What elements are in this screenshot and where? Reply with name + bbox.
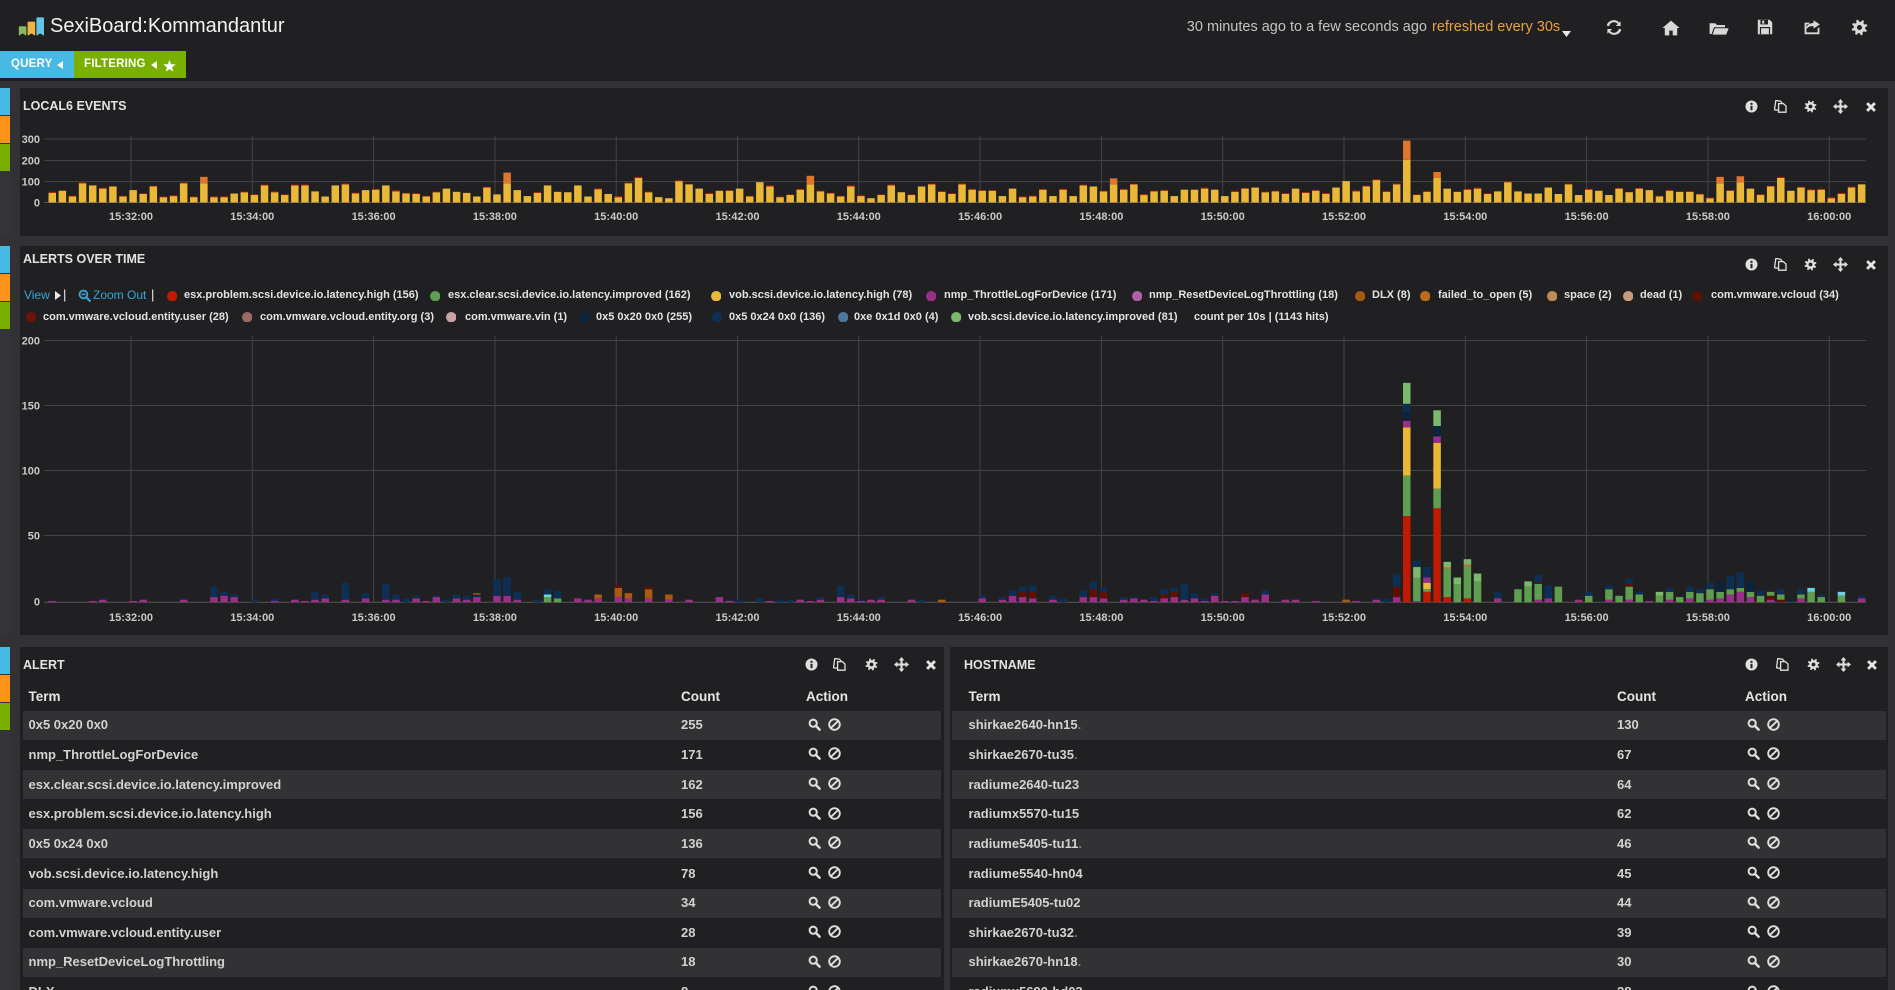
svg-text:15:32:00: 15:32:00 [109, 612, 153, 624]
svg-text:15:44:00: 15:44:00 [837, 211, 881, 223]
svg-text:15:34:00: 15:34:00 [230, 211, 274, 223]
svg-text:15:46:00: 15:46:00 [958, 211, 1002, 223]
svg-text:15:58:00: 15:58:00 [1686, 612, 1730, 624]
svg-text:15:54:00: 15:54:00 [1443, 211, 1487, 223]
svg-text:100: 100 [22, 466, 40, 478]
svg-text:15:56:00: 15:56:00 [1565, 211, 1609, 223]
svg-text:100: 100 [22, 177, 40, 189]
svg-text:300: 300 [22, 134, 40, 146]
svg-text:16:00:00: 16:00:00 [1807, 211, 1851, 223]
svg-text:15:44:00: 15:44:00 [837, 612, 881, 624]
svg-text:15:40:00: 15:40:00 [594, 612, 638, 624]
svg-text:15:38:00: 15:38:00 [473, 211, 517, 223]
svg-text:15:42:00: 15:42:00 [715, 612, 759, 624]
svg-text:16:00:00: 16:00:00 [1807, 612, 1851, 624]
svg-text:15:52:00: 15:52:00 [1322, 211, 1366, 223]
svg-text:200: 200 [22, 156, 40, 168]
svg-text:15:40:00: 15:40:00 [594, 211, 638, 223]
svg-text:15:34:00: 15:34:00 [230, 612, 274, 624]
svg-text:15:32:00: 15:32:00 [109, 211, 153, 223]
svg-text:50: 50 [28, 531, 40, 543]
svg-text:150: 150 [22, 401, 40, 413]
svg-text:15:58:00: 15:58:00 [1686, 211, 1730, 223]
svg-text:0: 0 [34, 198, 40, 210]
svg-text:0: 0 [34, 597, 40, 609]
svg-text:15:52:00: 15:52:00 [1322, 612, 1366, 624]
svg-text:15:48:00: 15:48:00 [1079, 211, 1123, 223]
svg-text:15:36:00: 15:36:00 [352, 211, 396, 223]
svg-text:15:46:00: 15:46:00 [958, 612, 1002, 624]
svg-text:15:38:00: 15:38:00 [473, 612, 517, 624]
svg-text:15:54:00: 15:54:00 [1443, 612, 1487, 624]
svg-text:15:56:00: 15:56:00 [1565, 612, 1609, 624]
svg-text:15:50:00: 15:50:00 [1201, 211, 1245, 223]
svg-text:200: 200 [22, 336, 40, 348]
svg-text:15:50:00: 15:50:00 [1201, 612, 1245, 624]
svg-text:15:42:00: 15:42:00 [715, 211, 759, 223]
svg-text:15:48:00: 15:48:00 [1079, 612, 1123, 624]
svg-text:15:36:00: 15:36:00 [352, 612, 396, 624]
